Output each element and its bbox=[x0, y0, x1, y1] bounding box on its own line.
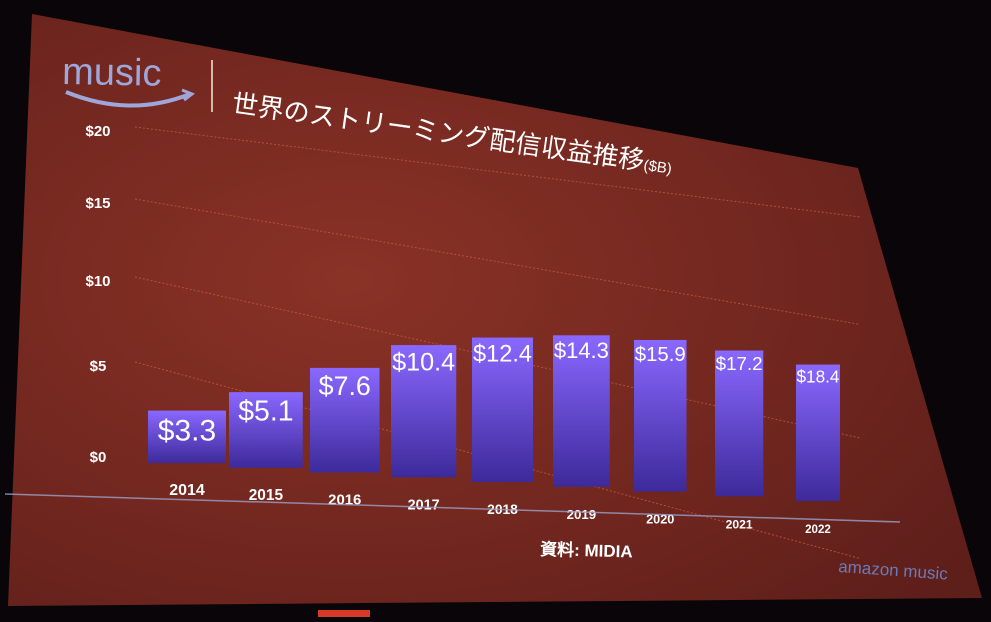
data-label-2022: $18.4 bbox=[796, 367, 839, 387]
x-tick-2017: 2017 bbox=[408, 497, 440, 513]
y-tick-10: $10 bbox=[85, 273, 110, 290]
bar-2015 bbox=[229, 392, 303, 468]
logo-word: music bbox=[62, 51, 162, 95]
bar-2016 bbox=[310, 367, 380, 473]
data-label-2017: $10.4 bbox=[392, 349, 455, 377]
x-tick-2015: 2015 bbox=[249, 487, 284, 504]
floor-reflection bbox=[318, 610, 370, 617]
bars: $3.3 $5.1 $7.6 $10.4 $12.4 $14.3 $15.9 $17.2 $18… bbox=[148, 335, 840, 501]
x-tick-2021: 2021 bbox=[726, 517, 753, 531]
bar-2020 bbox=[634, 339, 687, 492]
bar-2018 bbox=[472, 337, 533, 482]
y-tick-20: $20 bbox=[85, 123, 110, 140]
bar-2014 bbox=[148, 410, 226, 463]
x-tick-2014: 2014 bbox=[169, 482, 205, 499]
data-label-2015: $5.1 bbox=[238, 396, 293, 428]
y-tick-0: $0 bbox=[90, 449, 107, 466]
x-tick-2019: 2019 bbox=[567, 507, 596, 522]
bar-2022 bbox=[796, 364, 840, 501]
gridline-20 bbox=[134, 126, 861, 218]
data-label-2021: $17.2 bbox=[716, 353, 763, 374]
baseline bbox=[4, 493, 901, 523]
data-label-2016: $7.6 bbox=[319, 371, 371, 401]
y-tick-5: $5 bbox=[90, 358, 107, 375]
music-logo: music bbox=[62, 51, 196, 108]
y-tick-15: $15 bbox=[85, 195, 110, 212]
x-tick-2022: 2022 bbox=[805, 523, 831, 536]
bar-2019 bbox=[553, 335, 610, 487]
data-label-2014: $3.3 bbox=[158, 415, 216, 448]
bar-2021 bbox=[715, 350, 764, 497]
x-tick-2016: 2016 bbox=[328, 493, 361, 509]
logo-smile-icon bbox=[65, 90, 191, 108]
data-label-2018: $12.4 bbox=[473, 342, 532, 368]
x-tick-2020: 2020 bbox=[646, 513, 674, 527]
bar-2017 bbox=[391, 345, 457, 478]
data-label-2019: $14.3 bbox=[554, 338, 609, 363]
y-axis-ticks: $0 $5 $10 $15 $20 bbox=[85, 123, 110, 466]
data-label-2020: $15.9 bbox=[635, 344, 686, 366]
gridline-15 bbox=[134, 198, 861, 325]
source-note: 資料: MIDIA bbox=[540, 539, 633, 561]
